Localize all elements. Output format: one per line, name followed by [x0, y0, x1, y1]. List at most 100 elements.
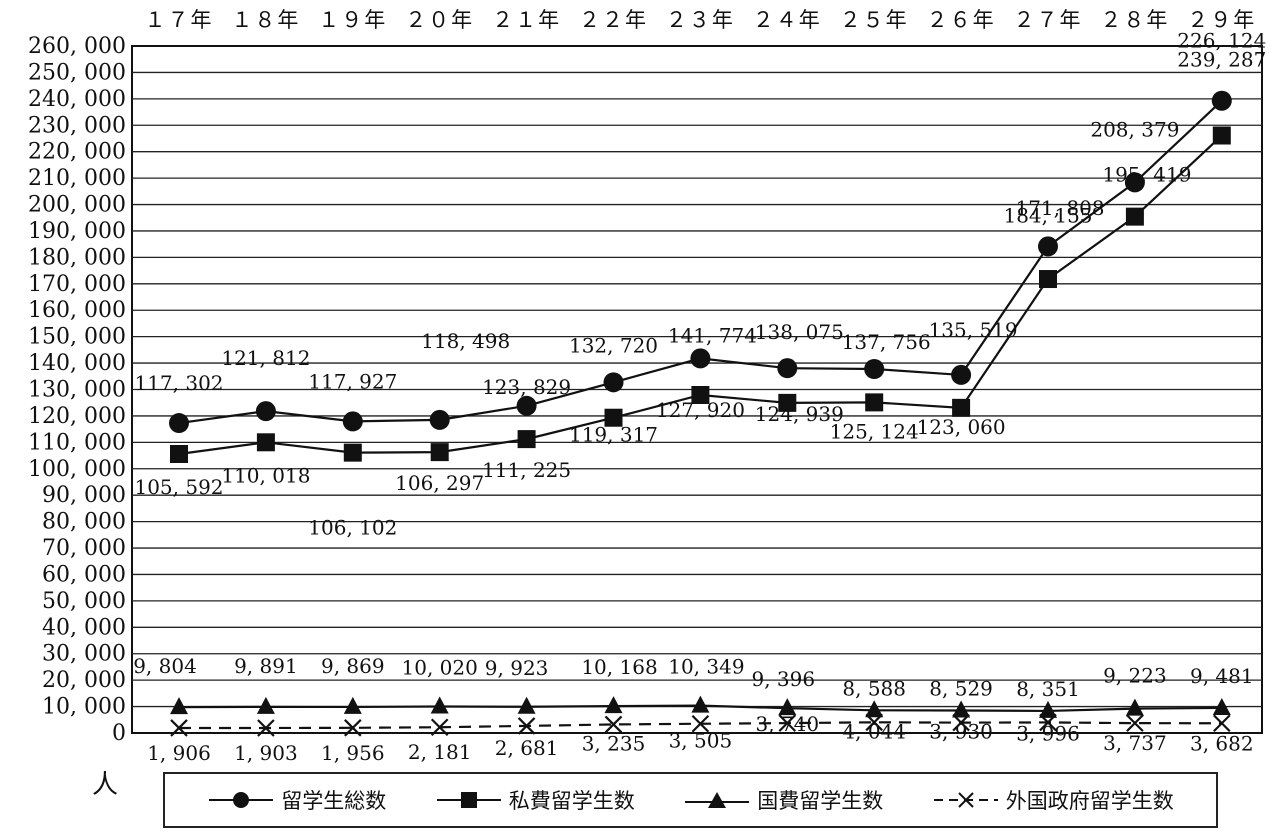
x-tick-label: ２４年	[753, 8, 822, 32]
x-axis: １７年 １８年 １９年 ２０年 ２１年 ２２年 ２３年 ２４年 ２５年 ２６年 ２７年 ２８年 ２９年	[145, 8, 1256, 32]
circle-marker	[255, 401, 276, 422]
circle-marker	[864, 359, 885, 380]
data-label: 9, 223	[1103, 664, 1167, 688]
triangle-marker	[170, 697, 188, 715]
data-label: 106, 297	[395, 471, 484, 495]
data-label: 8, 529	[929, 676, 993, 700]
legend-item-government-scholarship: 国費留学生数	[683, 785, 883, 815]
circle-marker	[690, 348, 711, 369]
data-label: 9, 869	[321, 654, 385, 678]
y-tick-label: 0	[112, 721, 126, 746]
triangle-marker	[952, 700, 971, 718]
y-tick-label: 170, 000	[28, 272, 126, 297]
x-tick-label: ２９年	[1187, 8, 1256, 32]
data-label: 3, 740	[755, 712, 819, 736]
data-label: 10, 349	[668, 655, 744, 679]
legend: 留学生総数 私費留学生数 国費留学生数 外国政府留学生数	[163, 772, 1218, 828]
legend-label: 外国政府留学生数	[1005, 789, 1174, 813]
x-marker	[1126, 714, 1144, 732]
series-markers	[169, 90, 1232, 737]
y-tick-label: 240, 000	[28, 87, 126, 112]
square-marker-icon	[436, 792, 501, 808]
x-marker	[1213, 714, 1231, 733]
data-label: 1, 956	[321, 741, 385, 765]
y-tick-label: 20, 000	[42, 668, 126, 693]
triangle-marker	[517, 696, 536, 714]
triangle-marker	[1212, 697, 1231, 715]
x-tick-label: ２０年	[405, 8, 474, 32]
x-tick-label: ２３年	[666, 8, 735, 32]
x-marker	[430, 718, 449, 737]
circle-marker	[342, 411, 363, 432]
circle-marker	[603, 372, 624, 393]
data-label: 127, 920	[656, 398, 745, 422]
circle-marker	[516, 395, 537, 416]
legend-item-foreign-government: 外国政府留学生数	[932, 785, 1174, 815]
x-marker	[257, 719, 275, 737]
y-tick-label: 160, 000	[28, 298, 126, 323]
square-marker	[778, 393, 797, 412]
x-marker	[865, 713, 883, 732]
data-label: 10, 168	[581, 655, 657, 679]
triangle-marker	[865, 700, 884, 718]
y-tick-label: 220, 000	[28, 140, 126, 165]
data-label: 137, 756	[842, 330, 931, 354]
y-tick-label: 100, 000	[28, 457, 126, 482]
y-tick-label: 70, 000	[42, 536, 126, 561]
circle-marker-icon	[209, 792, 274, 808]
data-label: 124, 939	[755, 402, 844, 426]
y-tick-label: 120, 000	[28, 404, 126, 429]
y-tick-label: 30, 000	[42, 642, 126, 667]
square-marker	[1039, 270, 1057, 289]
x-tick-label: ２１年	[492, 8, 561, 32]
data-label: 2, 681	[495, 736, 559, 760]
x-tick-label: ２６年	[927, 8, 996, 32]
data-label: 110, 018	[221, 463, 310, 487]
x-marker	[1039, 713, 1057, 732]
circle-marker	[169, 413, 189, 434]
data-label: 9, 891	[234, 654, 298, 678]
triangle-marker-icon	[685, 792, 750, 808]
x-tick-label: ２７年	[1014, 8, 1083, 32]
triangle-marker	[604, 696, 623, 714]
y-tick-label: 50, 000	[42, 589, 126, 614]
square-marker	[256, 433, 275, 452]
data-label: 3, 235	[582, 731, 646, 755]
square-marker	[1125, 207, 1144, 226]
y-tick-label: 260, 000	[28, 34, 126, 59]
x-marker	[952, 713, 970, 732]
square-marker	[430, 443, 449, 462]
square-marker	[1212, 126, 1231, 145]
legend-label: 国費留学生数	[757, 789, 884, 813]
data-label: 121, 812	[221, 346, 310, 370]
data-label: 125, 124	[830, 419, 919, 443]
data-label: 3, 682	[1190, 731, 1254, 755]
data-label: 171, 808	[1015, 196, 1104, 220]
data-label: 119, 317	[569, 423, 658, 447]
y-tick-label: 40, 000	[42, 615, 126, 640]
x-marker	[604, 715, 623, 734]
legend-item-total: 留学生総数	[207, 785, 386, 815]
circle-marker	[429, 409, 450, 430]
data-label: 3, 930	[929, 720, 993, 744]
data-label: 118, 498	[421, 329, 510, 353]
data-label: 2, 181	[408, 740, 472, 764]
data-label: 184, 155	[1003, 203, 1092, 227]
triangle-marker	[778, 698, 797, 716]
y-tick-label: 80, 000	[42, 510, 126, 535]
x-tick-label: ２８年	[1100, 8, 1169, 32]
y-tick-label: 180, 000	[28, 245, 126, 270]
data-label: 138, 075	[755, 320, 844, 344]
data-label: 3, 505	[669, 729, 733, 753]
data-label: 123, 829	[482, 375, 571, 399]
y-tick-label: 110, 000	[28, 430, 126, 455]
legend-item-private: 私費留学生数	[435, 785, 635, 815]
x-marker	[691, 714, 710, 733]
circle-marker	[1124, 172, 1145, 193]
x-tick-label: １７年	[145, 8, 214, 32]
data-label: 106, 102	[308, 516, 397, 540]
data-label: 239, 287	[1177, 48, 1266, 72]
data-label: 1, 903	[234, 741, 298, 765]
data-label: 3, 996	[1016, 721, 1080, 745]
